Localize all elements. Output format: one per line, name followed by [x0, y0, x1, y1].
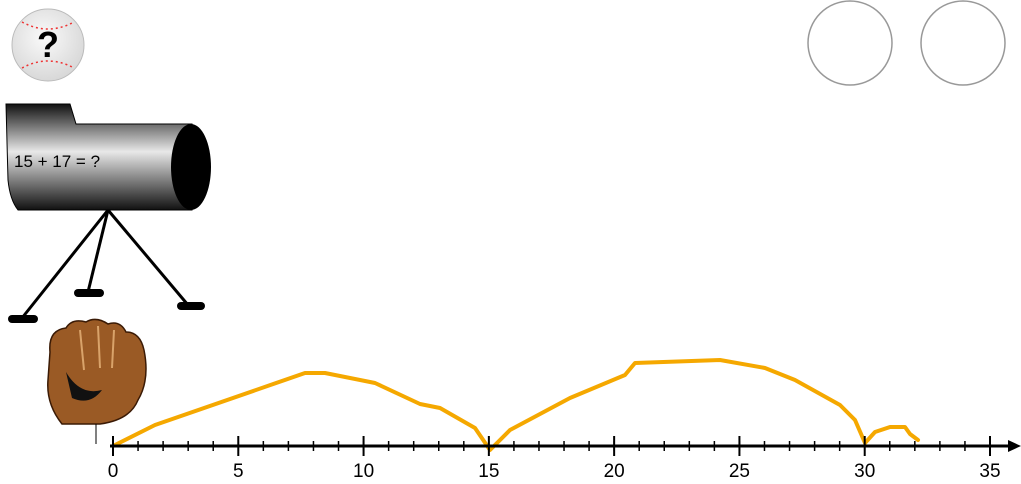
help-button[interactable]: ? — [12, 9, 84, 81]
tick-label: 30 — [854, 461, 875, 482]
cannon: 15 + 17 = ? — [6, 104, 211, 323]
tick-label: 25 — [729, 461, 750, 482]
tick-label: 15 — [478, 461, 499, 482]
tick-label: 20 — [604, 461, 625, 482]
game-scene: ? 15 + 17 = ? 0 5 10 15 20 25 30 35 — [0, 0, 1021, 484]
number-line — [110, 440, 1021, 452]
help-icon-label: ? — [37, 24, 59, 65]
tick-label: 0 — [108, 461, 119, 482]
score-slot — [808, 1, 892, 85]
tick-label: 5 — [233, 461, 244, 482]
tick-label: 10 — [353, 461, 374, 482]
page: {"question_icon": "?", "problem": "15 + … — [0, 0, 1021, 484]
problem-text: 15 + 17 = ? — [14, 152, 100, 171]
score-slot — [921, 1, 1005, 85]
drawn-jumps — [113, 360, 918, 450]
tick-label: 35 — [979, 461, 1000, 482]
glove — [48, 319, 146, 444]
